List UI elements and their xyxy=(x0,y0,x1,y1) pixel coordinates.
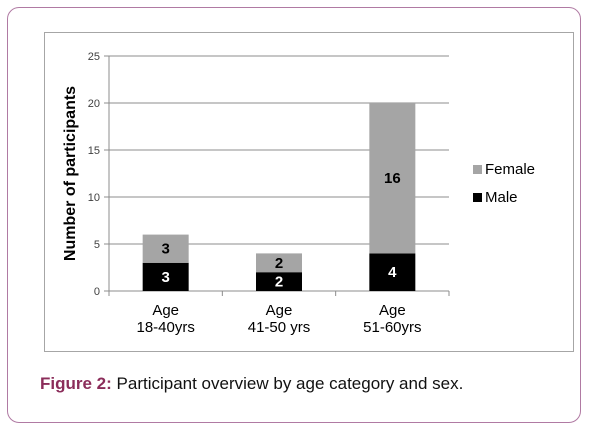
data-label-male: 4 xyxy=(388,264,397,281)
x-tick-label: Age xyxy=(152,302,179,319)
data-label-female: 3 xyxy=(161,241,169,258)
x-tick-label: Age xyxy=(266,302,293,319)
legend-swatch-female xyxy=(473,165,482,174)
y-tick-label: 15 xyxy=(88,145,100,157)
data-label-male: 3 xyxy=(161,269,169,286)
bar-female xyxy=(369,103,416,254)
figure-caption: Figure 2: Participant overview by age ca… xyxy=(40,374,463,394)
y-axis-label: Number of participants xyxy=(62,86,79,261)
legend-label-female: Female xyxy=(485,161,535,178)
data-label-female: 2 xyxy=(275,255,283,272)
figure-frame: 0 5 10 15 20 25 Number of participants 3 3 Age 18-… xyxy=(7,7,581,423)
caption-label: Figure 2: xyxy=(40,374,112,393)
bar-male xyxy=(142,262,189,291)
x-tick-label: 18-40yrs xyxy=(136,319,194,336)
chart-area: 0 5 10 15 20 25 Number of participants 3 3 Age 18-… xyxy=(44,32,574,352)
y-tick-label: 10 xyxy=(88,192,100,204)
x-tick-label: 51-60yrs xyxy=(363,319,421,336)
x-tick-label: Age xyxy=(379,302,406,319)
bar-male xyxy=(369,253,416,291)
data-label-female: 16 xyxy=(384,170,401,187)
y-tick-label: 0 xyxy=(94,286,100,298)
bar-male xyxy=(256,272,302,291)
y-tick-label: 20 xyxy=(88,98,100,110)
bar-female xyxy=(142,234,189,263)
caption-text: Participant overview by age category and… xyxy=(111,374,464,393)
legend-swatch-male xyxy=(473,193,482,202)
bar-female xyxy=(256,253,302,273)
legend-label-male: Male xyxy=(485,189,518,206)
y-tick-label: 25 xyxy=(88,51,100,63)
data-label-male: 2 xyxy=(275,274,283,291)
x-tick-label: 41-50 yrs xyxy=(248,319,311,336)
y-tick-label: 5 xyxy=(94,239,100,251)
